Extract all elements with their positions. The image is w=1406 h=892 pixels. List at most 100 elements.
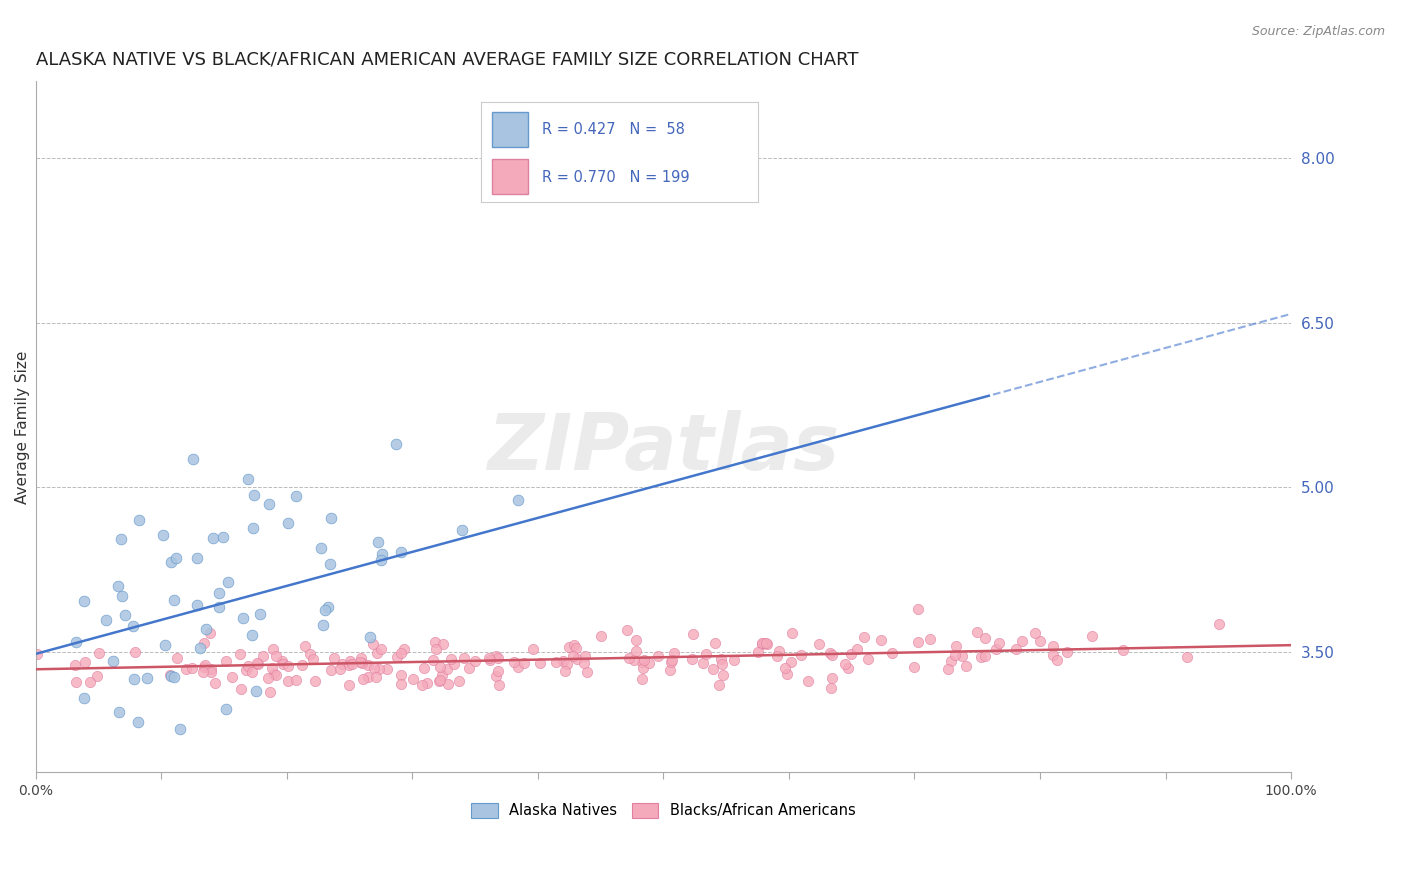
Point — [257, 671, 280, 685]
Point — [1081, 629, 1104, 643]
Point — [422, 653, 444, 667]
Point — [775, 661, 797, 675]
Point — [294, 639, 316, 653]
Point — [425, 642, 447, 657]
Point — [633, 661, 655, 675]
Point — [870, 632, 893, 647]
Point — [780, 655, 803, 669]
Point — [366, 646, 388, 660]
Point — [751, 636, 773, 650]
Point — [321, 511, 343, 525]
Point — [375, 662, 398, 676]
Point — [314, 602, 336, 616]
Point — [574, 649, 596, 664]
Point — [834, 657, 856, 671]
Point — [304, 673, 326, 688]
Point — [110, 533, 132, 547]
Point — [337, 657, 360, 672]
Point — [387, 650, 409, 665]
Point — [423, 635, 446, 649]
Point — [186, 598, 208, 612]
Point — [193, 635, 215, 649]
Point — [1112, 643, 1135, 657]
Point — [702, 662, 724, 676]
Point — [564, 638, 586, 652]
Point — [370, 553, 392, 567]
Point — [264, 668, 287, 682]
Point — [337, 678, 360, 692]
Point — [943, 648, 966, 662]
Legend: Alaska Natives, Blacks/African Americans: Alaska Natives, Blacks/African Americans — [465, 797, 862, 824]
Point — [252, 648, 274, 663]
Point — [122, 672, 145, 686]
Point — [941, 653, 963, 667]
Point — [616, 623, 638, 637]
Point — [508, 660, 530, 674]
Point — [821, 671, 844, 685]
Point — [322, 650, 344, 665]
Point — [236, 659, 259, 673]
Point — [284, 489, 307, 503]
Point — [201, 531, 224, 545]
Point — [845, 642, 868, 657]
Point — [127, 714, 149, 729]
Point — [111, 589, 134, 603]
Point — [298, 647, 321, 661]
Point — [776, 667, 799, 681]
Point — [402, 672, 425, 686]
Point — [217, 574, 239, 589]
Point — [966, 625, 988, 640]
Point — [589, 629, 612, 643]
Point — [394, 641, 416, 656]
Point — [235, 663, 257, 677]
Point — [633, 653, 655, 667]
Point — [429, 673, 451, 688]
Point — [780, 625, 803, 640]
Point — [920, 632, 942, 646]
Point — [160, 555, 183, 569]
Point — [277, 516, 299, 530]
Point — [319, 663, 342, 677]
Point — [319, 557, 342, 571]
Point — [246, 657, 269, 671]
Point — [301, 652, 323, 666]
Point — [186, 550, 208, 565]
Point — [1028, 633, 1050, 648]
Point — [242, 521, 264, 535]
Point — [661, 652, 683, 666]
Point — [486, 651, 509, 665]
Point — [107, 579, 129, 593]
Point — [624, 644, 647, 658]
Point — [1056, 645, 1078, 659]
Point — [352, 672, 374, 686]
Point — [159, 669, 181, 683]
Point — [647, 648, 669, 663]
Point — [882, 647, 904, 661]
Point — [136, 671, 159, 685]
Point — [384, 437, 406, 451]
Point — [503, 655, 526, 669]
Point — [368, 662, 391, 676]
Point — [974, 631, 997, 645]
Text: ALASKA NATIVE VS BLACK/AFRICAN AMERICAN AVERAGE FAMILY SIZE CORRELATION CHART: ALASKA NATIVE VS BLACK/AFRICAN AMERICAN … — [35, 51, 858, 69]
Point — [1024, 626, 1046, 640]
Point — [352, 656, 374, 670]
Point — [122, 619, 145, 633]
Point — [332, 657, 354, 671]
Point — [903, 660, 925, 674]
Point — [723, 653, 745, 667]
Point — [513, 656, 536, 670]
Point — [191, 665, 214, 679]
Point — [389, 544, 412, 558]
Y-axis label: Average Family Size: Average Family Size — [15, 351, 30, 504]
Point — [682, 627, 704, 641]
Point — [359, 630, 381, 644]
Point — [194, 657, 217, 672]
Point — [950, 649, 973, 664]
Point — [508, 493, 530, 508]
Point — [163, 593, 186, 607]
Point — [114, 607, 136, 622]
Point — [695, 648, 717, 662]
Point — [754, 635, 776, 649]
Point — [936, 662, 959, 676]
